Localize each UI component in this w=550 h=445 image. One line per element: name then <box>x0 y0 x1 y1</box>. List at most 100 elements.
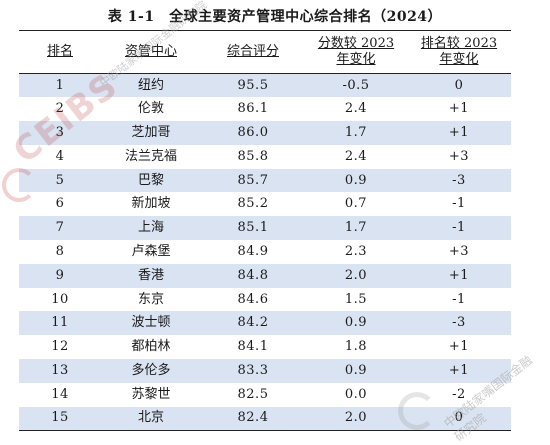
cell-score: 84.9 <box>237 243 269 259</box>
cell-center: 纽约 <box>137 77 164 93</box>
cell-score: 84.2 <box>237 315 269 331</box>
cell-rank: 13 <box>51 362 69 378</box>
cell-rank-change: +1 <box>448 124 470 140</box>
cell-score-change: 2.4 <box>344 101 368 117</box>
cell-score: 86.1 <box>237 101 269 117</box>
table-row: 4 法兰克福 85.8 2.4 +3 <box>19 145 511 169</box>
table-row: 12 都柏林 84.1 1.8 +1 <box>19 335 511 359</box>
table-row: 2 伦敦 86.1 2.4 +1 <box>19 97 511 121</box>
watermark-mark-2 <box>398 392 436 430</box>
cell-rank-change: -1 <box>452 291 466 307</box>
cell-rank: 11 <box>51 315 69 331</box>
table-row: 15 北京 82.4 2.0 0 <box>19 406 511 431</box>
cell-rank-change: -1 <box>452 220 466 236</box>
cell-rank-change: +1 <box>448 267 470 283</box>
cell-score-change: 2.3 <box>344 243 368 259</box>
header-center: 资管中心 <box>124 44 177 59</box>
table-header: 排名 资管中心 综合评分 分数较 2023 年变化 排名较 2023 年变化 <box>19 30 511 74</box>
cell-rank-change: -3 <box>452 315 466 331</box>
table-row: 14 苏黎世 82.5 0.0 -2 <box>19 383 511 407</box>
cell-score-change: 2.0 <box>344 267 368 283</box>
header-score-change: 分数较 2023 年变化 <box>317 36 395 67</box>
cell-score-change: 1.8 <box>344 339 368 355</box>
cell-center: 东京 <box>137 291 164 307</box>
cell-rank: 15 <box>51 410 69 426</box>
table-row: 3 芝加哥 86.0 1.7 +1 <box>19 121 511 145</box>
cell-score: 84.1 <box>237 339 269 355</box>
cell-score-change: 0.0 <box>344 386 368 402</box>
cell-center: 苏黎世 <box>131 386 171 402</box>
cell-center: 上海 <box>137 220 164 236</box>
cell-score-change: 1.7 <box>344 220 368 236</box>
cell-center: 香港 <box>137 267 164 283</box>
cell-score-change: 2.0 <box>344 410 368 426</box>
cell-rank-change: +1 <box>448 362 470 378</box>
cell-score: 82.4 <box>237 410 269 426</box>
cell-center: 巴黎 <box>137 172 164 188</box>
table-row: 1 纽约 95.5 -0.5 0 <box>19 73 511 98</box>
cell-score-change: 2.4 <box>344 148 368 164</box>
cell-rank: 8 <box>55 243 65 259</box>
cell-score: 85.1 <box>237 220 269 236</box>
cell-score-change: 1.7 <box>344 124 368 140</box>
cell-rank-change: 0 <box>454 410 464 426</box>
watermark-mark <box>2 168 36 202</box>
cell-rank: 14 <box>51 386 69 402</box>
cell-rank-change: -3 <box>452 172 466 188</box>
cell-rank-change: +1 <box>448 101 470 117</box>
table-caption: 表 1-1 全球主要资产管理中心综合排名（2024） <box>107 9 443 25</box>
cell-center: 多伦多 <box>131 362 171 378</box>
table-row: 13 多伦多 83.3 0.9 +1 <box>19 359 511 383</box>
table-body: 1 纽约 95.5 -0.5 0 2 伦敦 86.1 2.4 +1 3 芝加哥 86.0 1.7 +1 4 法兰… <box>19 73 511 431</box>
cell-score-change: 0.9 <box>344 315 368 331</box>
table-row: 11 波士顿 84.2 0.9 -3 <box>19 311 511 336</box>
header-rank-change: 排名较 2023 年变化 <box>420 36 498 67</box>
header-score: 综合评分 <box>226 44 279 59</box>
cell-rank: 1 <box>55 77 65 93</box>
cell-score-change: -0.5 <box>342 77 370 93</box>
cell-score: 95.5 <box>237 77 269 93</box>
cell-center: 伦敦 <box>137 101 164 117</box>
cell-center: 卢森堡 <box>131 243 171 259</box>
cell-score: 84.8 <box>237 267 269 283</box>
header-rank: 排名 <box>46 44 73 59</box>
cell-rank-change: +1 <box>448 339 470 355</box>
cell-score-change: 0.7 <box>344 196 368 212</box>
table-row: 7 上海 85.1 1.7 -1 <box>19 216 511 241</box>
cell-score: 85.2 <box>237 196 269 212</box>
table-row: 10 东京 84.6 1.5 -1 <box>19 288 511 312</box>
cell-score: 86.0 <box>237 124 269 140</box>
table-row: 6 新加坡 85.2 0.7 -1 <box>19 192 511 216</box>
cell-rank: 4 <box>55 148 65 164</box>
cell-center: 芝加哥 <box>131 124 171 140</box>
cell-rank: 7 <box>55 220 65 236</box>
cell-center: 法兰克福 <box>124 148 177 164</box>
cell-score: 83.3 <box>237 362 269 378</box>
cell-rank: 12 <box>51 339 69 355</box>
cell-score-change: 0.9 <box>344 172 368 188</box>
cell-score: 82.5 <box>237 386 269 402</box>
cell-center: 新加坡 <box>131 196 171 212</box>
cell-center: 波士顿 <box>131 315 171 331</box>
cell-score-change: 1.5 <box>344 291 368 307</box>
cell-rank-change: -1 <box>452 196 466 212</box>
cell-rank-change: +3 <box>448 148 470 164</box>
cell-score: 85.8 <box>237 148 269 164</box>
table-row: 9 香港 84.8 2.0 +1 <box>19 263 511 288</box>
cell-rank: 6 <box>55 196 65 212</box>
cell-score-change: 0.9 <box>344 362 368 378</box>
table-row: 8 卢森堡 84.9 2.3 +3 <box>19 240 511 264</box>
cell-rank: 3 <box>55 124 65 140</box>
cell-score: 85.7 <box>237 172 269 188</box>
cell-rank: 5 <box>55 172 65 188</box>
cell-rank-change: 0 <box>454 77 464 93</box>
table-row: 5 巴黎 85.7 0.9 -3 <box>19 168 511 193</box>
cell-center: 都柏林 <box>131 339 171 355</box>
cell-center: 北京 <box>137 410 164 426</box>
cell-rank: 2 <box>55 101 65 117</box>
cell-rank-change: -2 <box>452 386 466 402</box>
cell-score: 84.6 <box>237 291 269 307</box>
cell-rank: 9 <box>55 267 65 283</box>
asset-management-ranking-table: 排名 资管中心 综合评分 分数较 2023 年变化 排名较 2023 年变化 1… <box>19 30 511 431</box>
cell-rank: 10 <box>51 291 69 307</box>
